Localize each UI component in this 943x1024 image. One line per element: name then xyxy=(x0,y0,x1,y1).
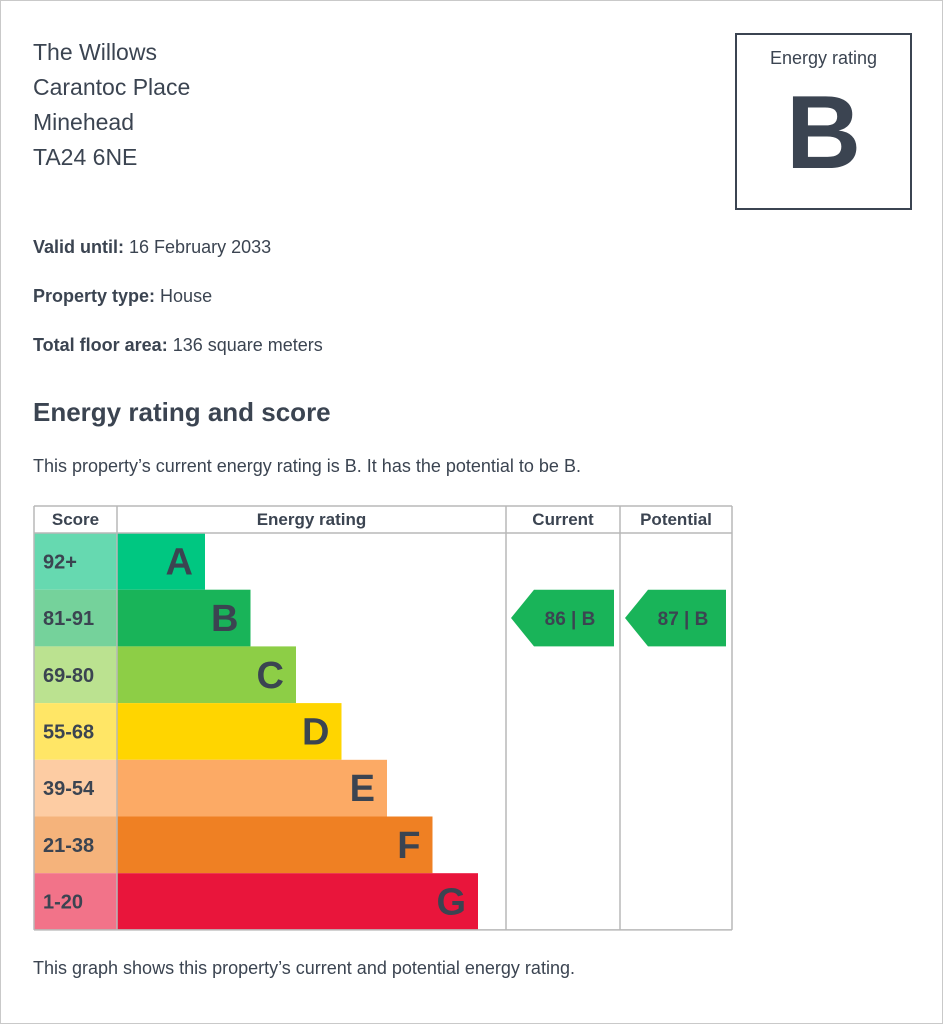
header-current: Current xyxy=(532,510,594,529)
address-line-2: Carantoc Place xyxy=(33,74,191,100)
score-range-g: 1-20 xyxy=(43,892,83,914)
score-range-a: 92+ xyxy=(43,551,77,573)
energy-rating-letter: B xyxy=(785,75,862,191)
score-cell-b xyxy=(34,589,117,647)
current-rating-label: 86 | B xyxy=(545,609,596,630)
score-cell-c xyxy=(34,646,117,704)
score-range-e: 39-54 xyxy=(43,778,95,800)
valid-until-label: Valid until: xyxy=(33,237,125,257)
band-letter-b: B xyxy=(211,598,238,640)
energy-rating-box-label: Energy rating xyxy=(769,48,878,68)
valid-until-value: 16 February 2033 xyxy=(129,237,272,257)
energy-rating-box: Energy rating B xyxy=(735,33,912,210)
property-facts: Valid until: 16 February 2033 Property t… xyxy=(33,235,323,382)
band-bar-f xyxy=(117,816,433,874)
current-rating-arrow xyxy=(511,589,614,647)
address-postcode: TA24 6NE xyxy=(33,144,138,170)
property-address: The Willows Carantoc Place Minehead TA24… xyxy=(33,35,190,175)
address-line-1: The Willows xyxy=(33,39,157,65)
band-letter-a: A xyxy=(166,541,193,583)
band-letter-c: C xyxy=(257,655,284,697)
score-range-d: 55-68 xyxy=(43,721,94,743)
score-cell-d xyxy=(34,703,117,760)
valid-until: Valid until: 16 February 2033 xyxy=(33,235,323,284)
band-bar-d xyxy=(117,703,342,760)
address-line-3: Minehead xyxy=(33,109,135,135)
score-cell-f xyxy=(34,816,117,874)
header-score: Score xyxy=(52,510,99,529)
score-cell-e xyxy=(34,759,117,817)
header-potential: Potential xyxy=(640,510,712,529)
band-letter-e: E xyxy=(350,768,375,810)
rating-summary: This property’s current energy rating is… xyxy=(33,456,581,476)
chart-footnote: This graph shows this property’s current… xyxy=(33,958,575,978)
band-bar-g xyxy=(117,873,478,930)
band-bar-b xyxy=(117,589,251,647)
section-title: Energy rating and score xyxy=(33,397,331,427)
floor-area: Total floor area: 136 square meters xyxy=(33,333,323,382)
property-type: Property type: House xyxy=(33,284,323,333)
score-range-b: 81-91 xyxy=(43,608,94,630)
band-letter-g: G xyxy=(436,882,466,924)
header-energy-rating: Energy rating xyxy=(257,510,367,529)
score-cell-g xyxy=(34,873,117,930)
score-cell-a xyxy=(34,533,117,590)
band-bar-c xyxy=(117,646,296,704)
property-type-label: Property type: xyxy=(33,286,156,306)
band-letter-d: D xyxy=(302,711,329,753)
floor-area-value: 136 square meters xyxy=(172,335,323,355)
band-bar-e xyxy=(117,759,387,817)
floor-area-label: Total floor area: xyxy=(33,335,168,355)
score-range-c: 69-80 xyxy=(43,665,94,687)
band-letter-f: F xyxy=(397,825,420,867)
property-type-value: House xyxy=(160,286,213,306)
score-range-f: 21-38 xyxy=(43,835,94,857)
potential-rating-arrow xyxy=(625,589,726,647)
potential-rating-label: 87 | B xyxy=(658,609,709,630)
band-bar-a xyxy=(117,533,205,590)
